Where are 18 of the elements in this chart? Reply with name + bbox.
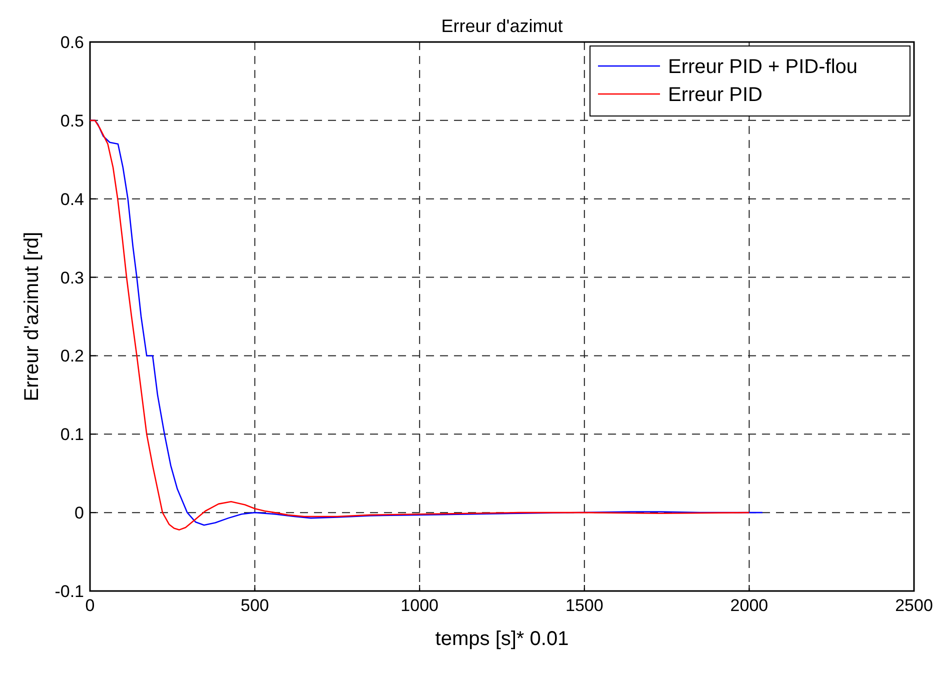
y-axis-title: Erreur d'azimut [rd] (21, 232, 43, 402)
chart-title: Erreur d'azimut (441, 16, 563, 36)
x-tick-label: 1000 (400, 596, 439, 615)
x-tick-label: 2000 (730, 596, 768, 615)
x-tick-label: 1500 (565, 596, 604, 615)
y-tick-label: 0.5 (60, 111, 84, 130)
x-tick-label: 500 (240, 596, 269, 615)
y-tick-label: 0.3 (60, 268, 84, 288)
y-tick-label: 0 (74, 504, 84, 523)
y-tick-label: 0.6 (60, 33, 84, 52)
y-tick-label: 0.4 (60, 190, 84, 209)
x-tick-label: 2500 (895, 596, 933, 615)
legend-label: Erreur PID + PID-flou (668, 56, 858, 78)
y-tick-label: 0.2 (60, 346, 84, 366)
y-tick-label: 0.1 (60, 425, 84, 444)
legend-label: Erreur PID (668, 84, 762, 106)
x-axis-title: temps [s]* 0.01 (435, 628, 569, 650)
y-tick-label: -0.1 (54, 582, 84, 601)
